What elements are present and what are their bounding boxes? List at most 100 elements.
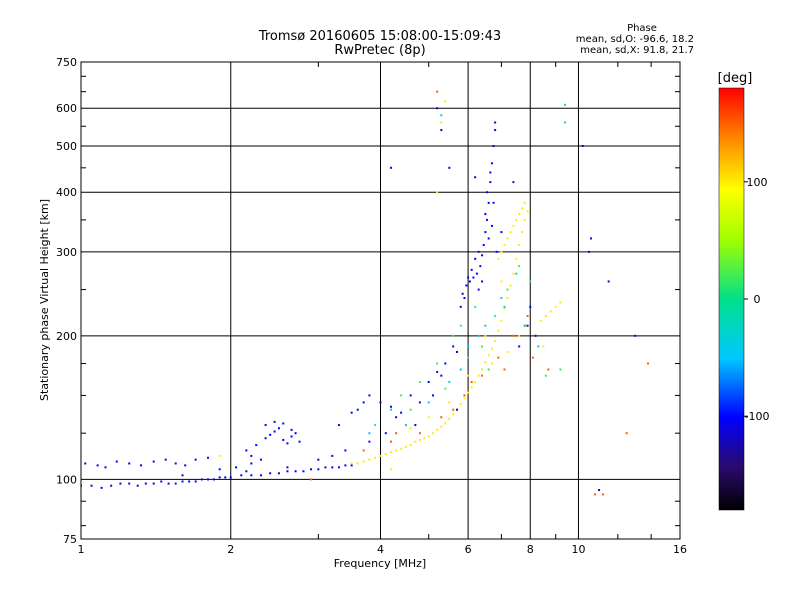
data-point [273,420,276,423]
data-point [436,370,439,373]
data-point [479,265,482,268]
chart-subtitle: RwPretec (8p) [334,43,425,58]
chart-title: Tromsø 20160605 15:08:00-15:09:43 [258,29,501,44]
data-point [512,224,515,227]
data-point [463,397,466,400]
data-point [414,440,417,443]
data-point [484,334,487,337]
data-point [390,440,393,443]
data-points [81,90,650,496]
data-point [489,181,492,184]
data-point [374,456,377,459]
data-point [529,305,532,308]
data-point [481,254,484,257]
colorbar-tick-label: -100 [745,410,770,423]
data-point [518,213,521,216]
data-point [465,284,468,287]
data-point [481,345,484,348]
data-point [494,129,497,132]
data-point [119,482,122,485]
y-axis-ticks: 75 100 200 300 400 500 600 750 [56,56,680,546]
data-point [544,374,547,377]
data-point [100,486,103,489]
data-point [164,458,167,461]
data-point [481,368,484,371]
data-point [472,276,475,279]
data-point [481,374,484,377]
data-point [494,121,497,124]
data-point [240,474,243,477]
data-point [475,272,478,275]
data-point [400,447,403,450]
data-point [350,462,353,465]
data-point [463,394,466,397]
data-point [515,272,518,275]
data-point [427,435,430,438]
data-point [518,345,521,348]
data-point [206,456,209,459]
data-point [337,424,340,427]
data-point [427,416,430,419]
data-point [503,368,506,371]
data-point [436,107,439,110]
data-point [474,176,477,179]
data-point [564,121,567,124]
data-point [310,468,313,471]
data-point [218,454,221,457]
data-point [282,438,285,441]
data-point [440,416,443,419]
data-point [269,472,272,475]
data-point [467,391,470,394]
data-point [564,103,567,106]
data-point [368,458,371,461]
data-point [467,345,470,348]
data-point [409,394,412,397]
data-point [128,462,131,465]
data-point [503,307,506,310]
data-point [512,272,515,275]
data-point [526,210,529,213]
data-point [409,427,412,430]
data-point [167,482,170,485]
data-point [625,432,628,435]
data-point [509,231,512,234]
data-point [174,462,177,465]
data-point [128,482,131,485]
data-point [350,464,353,467]
data-point [245,470,248,473]
data-point [115,460,118,463]
data-point [518,244,521,247]
data-point [444,362,447,365]
data-point [188,480,191,483]
colorbar-ticks: 100 0 -100 [744,176,769,423]
data-point [298,440,301,443]
data-point [431,432,434,435]
data-point [490,162,493,165]
data-point [218,476,221,479]
data-point [512,181,515,184]
data-point [495,250,498,253]
data-point [506,237,509,240]
data-point [506,288,509,291]
data-point [490,362,493,365]
data-point [436,428,439,431]
data-point [459,305,462,308]
data-point [452,334,455,337]
data-point [500,297,503,300]
data-point [515,218,518,221]
data-point [395,416,398,419]
data-point [264,424,267,427]
data-point [290,428,293,431]
data-point [440,374,443,377]
data-point [477,250,480,253]
data-point [459,402,462,405]
data-point [497,356,500,359]
data-point [259,458,262,461]
data-point [277,472,280,475]
data-point [456,350,459,353]
data-point [467,356,470,359]
data-point [484,231,487,234]
data-point [542,345,545,348]
data-point [448,381,451,384]
